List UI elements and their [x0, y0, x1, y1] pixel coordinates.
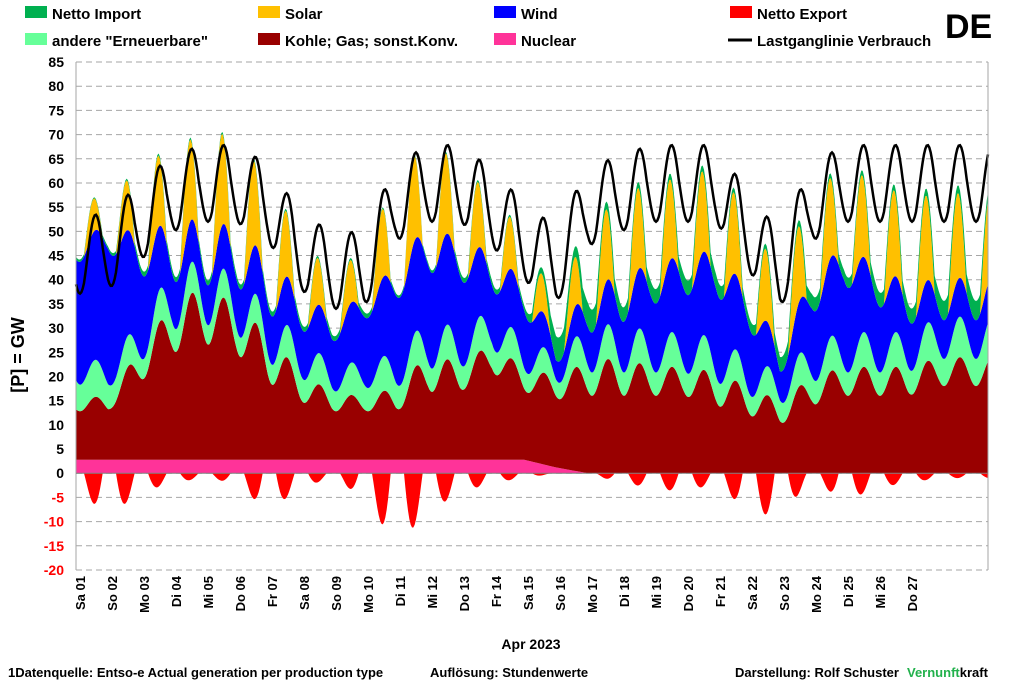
x-tick-label: So 23 — [777, 576, 792, 611]
legend-label: Solar — [285, 6, 323, 23]
x-tick-label: So 09 — [329, 576, 344, 611]
x-tick-label: So 02 — [105, 576, 120, 611]
x-tick-label: Di 11 — [393, 576, 408, 606]
y-tick-label: -20 — [44, 562, 64, 578]
y-tick-label: -15 — [44, 538, 64, 554]
legend-swatch — [258, 33, 280, 45]
y-tick-label: 85 — [48, 54, 64, 70]
y-tick-label: 60 — [48, 175, 64, 191]
plot-area — [74, 132, 990, 528]
y-tick-label: 55 — [48, 199, 64, 215]
y-tick-label: 80 — [48, 78, 64, 94]
x-tick-label: Fr 14 — [489, 575, 504, 607]
nuclear-area — [76, 459, 988, 474]
x-tick-label: Fr 07 — [265, 576, 280, 607]
x-tick-label: Mi 26 — [873, 576, 888, 609]
wind-area — [76, 219, 988, 403]
x-tick-label: Sa 15 — [521, 576, 536, 610]
footer-resolution: Auflösung: Stundenwerte — [430, 665, 588, 680]
x-tick-label: Mi 05 — [201, 576, 216, 609]
y-tick-label: 45 — [48, 248, 64, 264]
legend-swatch — [25, 33, 47, 45]
y-tick-label: -10 — [44, 514, 64, 530]
x-tick-label: Do 06 — [233, 576, 248, 611]
y-tick-label: 15 — [48, 393, 64, 409]
x-tick-label: So 16 — [553, 576, 568, 611]
load-line — [74, 143, 990, 311]
solar-area — [76, 134, 988, 372]
x-tick-label: Do 20 — [681, 576, 696, 611]
x-tick-label: Mo 10 — [361, 576, 376, 613]
footer-author: Darstellung: Rolf Schuster — [735, 665, 899, 680]
footer-brand: Vernunftkraft — [907, 665, 989, 680]
x-tick-label: Di 04 — [169, 575, 184, 607]
x-tick-label: Mi 19 — [649, 576, 664, 609]
x-tick-label: Do 13 — [457, 576, 472, 611]
y-tick-label: 30 — [48, 320, 64, 336]
x-tick-label: Sa 08 — [297, 576, 312, 610]
y-tick-label: -5 — [52, 489, 65, 505]
x-axis-label: Apr 2023 — [501, 636, 560, 652]
other-renewables-area — [76, 261, 988, 423]
legend-swatch — [494, 6, 516, 18]
y-tick-label: 40 — [48, 272, 64, 288]
x-tick-label: Di 18 — [617, 576, 632, 607]
x-tick-label: Mi 12 — [425, 576, 440, 609]
y-tick-label: 10 — [48, 417, 64, 433]
fossil-area — [76, 292, 988, 474]
legend-swatch — [730, 6, 752, 18]
net-export-area — [76, 473, 988, 528]
footer-source: 1Datenquelle: Entso-e Actual generation … — [8, 665, 383, 680]
y-tick-label: 35 — [48, 296, 64, 312]
y-tick-label: 0 — [56, 465, 64, 481]
legend-label: Netto Import — [52, 6, 141, 23]
legend-swatch — [25, 6, 47, 18]
brand-black: kraft — [960, 665, 989, 680]
y-tick-label: 70 — [48, 127, 64, 143]
x-tick-label: Fr 21 — [713, 576, 728, 607]
x-tick-label: Mo 17 — [585, 576, 600, 613]
legend-swatch — [258, 6, 280, 18]
legend-label: Netto Export — [757, 6, 847, 23]
x-tick-label: Mo 24 — [809, 575, 824, 613]
country-label: DE — [945, 8, 992, 46]
y-axis-label: [P] = GW — [8, 317, 28, 393]
y-tick-label: 20 — [48, 368, 64, 384]
brand-green: Vernunft — [907, 665, 960, 680]
y-tick-label: 25 — [48, 344, 64, 360]
legend-label: Kohle; Gas; sonst.Konv. — [285, 33, 458, 50]
x-tick-label: Do 27 — [905, 576, 920, 611]
y-tick-label: 50 — [48, 223, 64, 239]
x-tick-label: Sa 22 — [745, 576, 760, 610]
x-tick-label: Di 25 — [841, 576, 856, 607]
y-tick-label: 5 — [56, 441, 64, 457]
y-tick-label: 75 — [48, 102, 64, 118]
legend-label: Lastganglinie Verbrauch — [757, 33, 931, 50]
x-tick-label: Sa 01 — [73, 576, 88, 610]
legend: Netto Import Solar Wind Netto Export andere … — [25, 6, 931, 50]
legend-label: Nuclear — [521, 33, 576, 50]
legend-swatch — [494, 33, 516, 45]
x-tick-label: Mo 03 — [137, 576, 152, 613]
axes: -20 -15 -10 -5 0 5 10 15 20 25 30 35 40 45 50 55 60 65 70 7… — [44, 54, 989, 613]
legend-label: Wind — [521, 6, 558, 23]
y-tick-label: 65 — [48, 151, 64, 167]
legend-label: andere "Erneuerbare" — [52, 33, 208, 50]
